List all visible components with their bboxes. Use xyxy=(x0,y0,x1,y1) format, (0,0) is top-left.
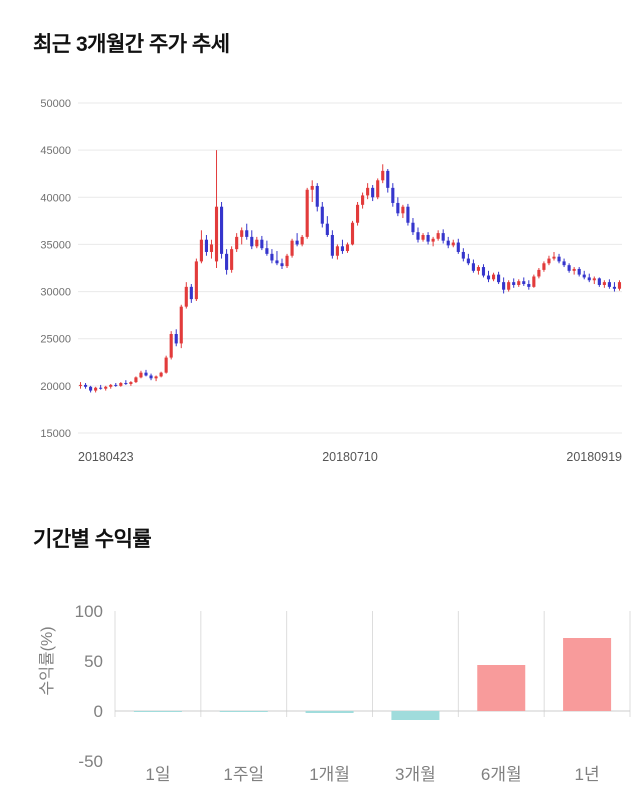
svg-text:3개월: 3개월 xyxy=(395,765,436,784)
period-returns-bar-chart: 100 50 0 -50 1일 1주일 1개월 3개월 6개월 1년 수익률(%) xyxy=(30,581,640,793)
svg-text:50: 50 xyxy=(84,652,103,671)
svg-text:20000: 20000 xyxy=(40,381,71,393)
svg-text:35000: 35000 xyxy=(40,239,71,251)
svg-text:20180919: 20180919 xyxy=(566,450,622,464)
svg-text:1년: 1년 xyxy=(575,765,600,784)
price-trend-title: 최근 3개월간 주가 추세 xyxy=(33,33,230,56)
period-returns-title: 기간별 수익률 xyxy=(33,528,152,551)
svg-text:100: 100 xyxy=(75,602,103,621)
svg-text:20180710: 20180710 xyxy=(322,450,378,464)
svg-text:-50: -50 xyxy=(78,752,103,771)
svg-text:0: 0 xyxy=(94,702,103,721)
svg-text:수익률(%): 수익률(%) xyxy=(38,626,56,695)
candlestick-chart-svg: 15000 20000 25000 30000 35000 40000 45000 50000… xyxy=(40,98,622,464)
svg-text:1주일: 1주일 xyxy=(223,765,264,784)
svg-text:15000: 15000 xyxy=(40,428,71,440)
svg-text:1개월: 1개월 xyxy=(309,765,350,784)
svg-text:1일: 1일 xyxy=(145,765,170,784)
svg-text:30000: 30000 xyxy=(40,287,71,299)
svg-text:50000: 50000 xyxy=(40,98,71,110)
svg-text:6개월: 6개월 xyxy=(481,765,522,784)
svg-text:25000: 25000 xyxy=(40,334,71,346)
svg-text:40000: 40000 xyxy=(40,192,71,204)
returns-bar-chart-svg: 100 50 0 -50 1일 1주일 1개월 3개월 6개월 1년 수익률(%) xyxy=(38,602,631,784)
price-candlestick-chart: 15000 20000 25000 30000 35000 40000 45000 50000… xyxy=(30,78,640,473)
svg-text:20180423: 20180423 xyxy=(78,450,134,464)
svg-text:45000: 45000 xyxy=(40,145,71,157)
